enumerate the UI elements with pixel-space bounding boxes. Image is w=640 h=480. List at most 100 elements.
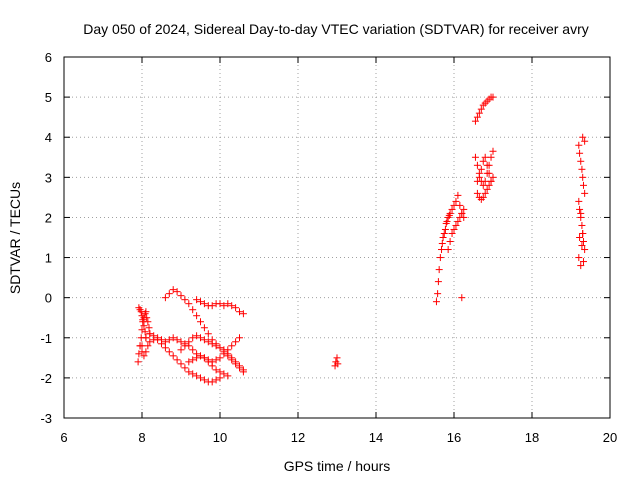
- data-point: [581, 137, 589, 145]
- data-point: [224, 300, 232, 308]
- x-tick-label: 8: [138, 430, 145, 445]
- data-point: [169, 352, 177, 360]
- data-point: [434, 278, 442, 286]
- data-point: [177, 346, 185, 354]
- data-point: [200, 354, 208, 362]
- data-point: [576, 149, 584, 157]
- data-point: [432, 298, 440, 306]
- y-tick-label: -2: [40, 371, 52, 386]
- data-point: [173, 356, 181, 364]
- data-point: [208, 302, 216, 310]
- data-point: [236, 362, 243, 370]
- data-point: [439, 234, 447, 241]
- grid: [64, 57, 610, 418]
- data-point: [146, 330, 154, 338]
- data-point: [579, 258, 587, 266]
- data-point: [456, 213, 464, 221]
- data-point: [489, 93, 497, 101]
- data-point: [216, 344, 224, 352]
- data-point: [579, 238, 587, 246]
- x-axis-label: GPS time / hours: [284, 458, 391, 474]
- data-point: [239, 310, 247, 318]
- data-point: [220, 346, 228, 354]
- data-point: [185, 338, 193, 346]
- data-point: [145, 324, 153, 332]
- data-point: [471, 117, 479, 125]
- data-point: [232, 338, 240, 346]
- data-point: [483, 185, 491, 193]
- data-point: [224, 350, 232, 358]
- data-point: [140, 352, 148, 360]
- data-point: [161, 344, 169, 352]
- data-point: [165, 336, 173, 344]
- data-point: [575, 197, 583, 205]
- x-tick-label: 18: [525, 430, 539, 445]
- y-tick-label: 2: [45, 210, 52, 225]
- data-point: [189, 306, 197, 314]
- data-point: [197, 374, 204, 382]
- data-point: [232, 358, 240, 366]
- y-tick-label: 1: [45, 251, 52, 266]
- y-tick-label: 0: [45, 291, 52, 306]
- data-point: [578, 242, 586, 250]
- data-point: [443, 217, 451, 225]
- data-point: [452, 197, 460, 205]
- data-point: [458, 209, 466, 217]
- data-points: [134, 93, 589, 386]
- data-point: [189, 370, 197, 378]
- data-point: [441, 225, 449, 233]
- data-point: [579, 229, 587, 237]
- data-point: [236, 334, 243, 342]
- y-tick-label: -3: [40, 411, 52, 426]
- data-point: [456, 201, 464, 209]
- x-tick-label: 10: [213, 430, 227, 445]
- data-point: [173, 336, 181, 344]
- data-point: [220, 370, 228, 378]
- data-point: [477, 105, 485, 113]
- data-point: [193, 296, 201, 304]
- data-point: [216, 300, 224, 308]
- data-point: [165, 290, 173, 298]
- data-point: [181, 364, 189, 372]
- data-point: [228, 354, 236, 362]
- x-tick-label: 20: [603, 430, 617, 445]
- data-point: [448, 229, 456, 237]
- data-point: [197, 352, 204, 360]
- data-point: [232, 304, 240, 312]
- data-point: [487, 177, 495, 185]
- data-point: [438, 240, 446, 248]
- data-point: [473, 161, 481, 169]
- data-point: [189, 356, 197, 364]
- data-point: [193, 354, 201, 362]
- data-point: [579, 181, 587, 189]
- data-point: [212, 376, 220, 384]
- data-point: [575, 141, 583, 149]
- data-point: [579, 133, 587, 141]
- data-point: [161, 294, 169, 302]
- data-point: [575, 254, 583, 262]
- data-point: [479, 157, 487, 165]
- data-point: [169, 286, 177, 294]
- y-axis-label: SDTVAR / TECUs: [7, 182, 23, 294]
- data-point: [169, 334, 177, 342]
- data-point: [473, 113, 481, 121]
- data-point: [212, 356, 220, 364]
- data-point: [200, 300, 208, 308]
- data-point: [477, 165, 485, 173]
- data-point: [485, 181, 493, 189]
- x-tick-label: 14: [369, 430, 383, 445]
- data-point: [181, 342, 189, 350]
- data-point: [473, 177, 481, 185]
- data-point: [142, 348, 150, 356]
- data-point: [239, 366, 247, 374]
- data-point: [142, 334, 150, 342]
- data-point: [458, 294, 466, 302]
- data-point: [177, 338, 185, 346]
- data-point: [475, 173, 483, 181]
- data-point: [577, 157, 585, 165]
- data-point: [165, 348, 173, 356]
- data-point: [216, 354, 224, 362]
- x-tick-label: 12: [291, 430, 305, 445]
- data-point: [450, 201, 458, 209]
